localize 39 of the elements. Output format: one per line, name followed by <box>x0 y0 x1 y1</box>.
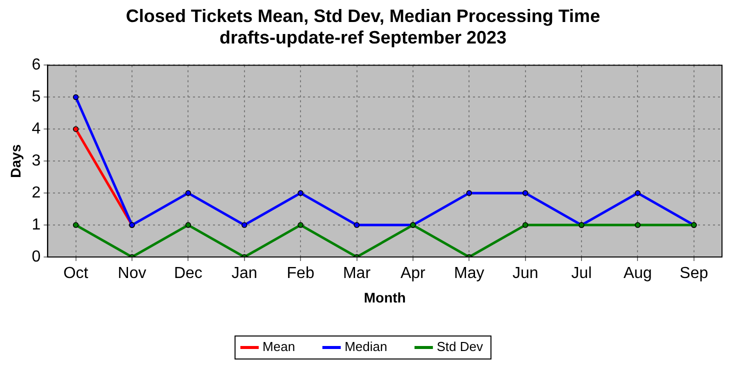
x-tick-label: Jul <box>571 265 592 282</box>
legend-label: Mean <box>262 339 296 354</box>
point <box>522 222 528 228</box>
point <box>298 190 304 196</box>
point <box>522 190 528 196</box>
x-axis-title: Month <box>364 289 406 306</box>
x-tick-label: May <box>454 265 484 282</box>
y-tick-label: 4 <box>32 120 41 138</box>
legend-label: Std Dev <box>436 339 484 354</box>
x-tick-label: Jan <box>231 265 258 282</box>
point <box>241 222 248 228</box>
point <box>466 190 472 196</box>
x-tick-label: Sep <box>680 265 708 282</box>
legend-label: Median <box>344 339 388 354</box>
x-tick-label: Dec <box>174 265 202 282</box>
point <box>185 190 192 196</box>
x-tick-label: Nov <box>118 265 146 282</box>
point <box>298 222 304 228</box>
point <box>354 222 360 228</box>
y-tick-label: 2 <box>32 184 41 202</box>
x-tick-label: Apr <box>400 265 426 282</box>
point <box>72 94 79 100</box>
point <box>72 222 79 228</box>
chart-title: Closed Tickets Mean, Std Dev, Median Processing Time drafts-update-ref September 2023 <box>126 6 600 48</box>
x-tick-label: Mar <box>342 265 372 282</box>
x-tick-label: Aug <box>623 265 652 282</box>
x-tick-label: Feb <box>286 265 314 282</box>
y-tick-label: 6 <box>32 56 41 74</box>
point <box>634 190 641 196</box>
y-tick-label: 0 <box>32 248 41 266</box>
point <box>185 222 192 228</box>
point <box>634 222 641 228</box>
point <box>72 126 79 132</box>
y-axis-title: Days <box>7 144 24 178</box>
y-tick-label: 3 <box>32 152 41 170</box>
y-tick-label: 1 <box>32 216 41 234</box>
y-tick-label: 5 <box>32 88 41 106</box>
x-tick-label: Oct <box>63 265 89 282</box>
x-tick-label: Jun <box>512 265 538 282</box>
